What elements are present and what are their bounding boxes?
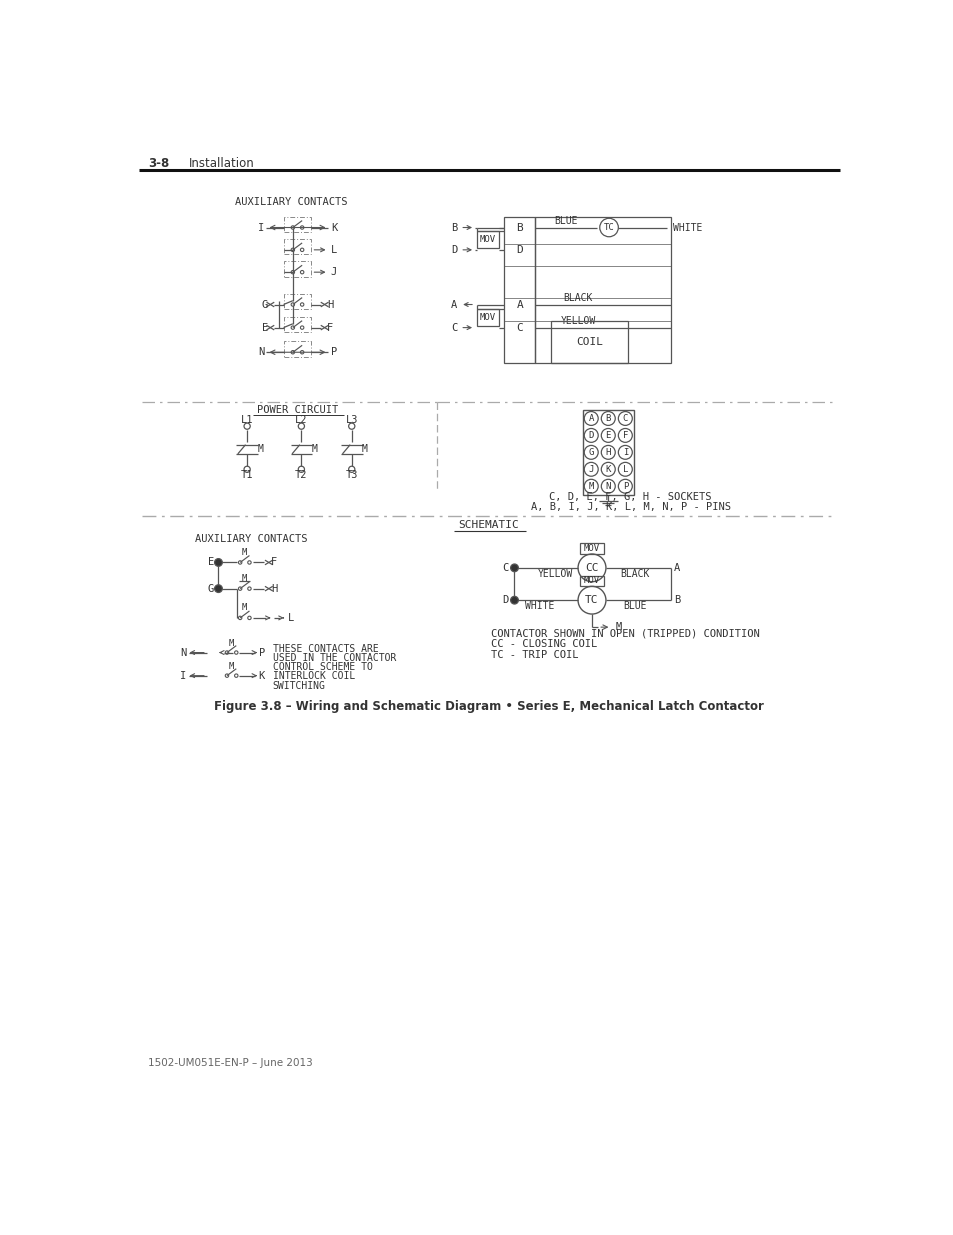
Text: Installation: Installation — [189, 157, 254, 170]
Text: M: M — [229, 638, 234, 648]
Text: P: P — [258, 647, 265, 657]
Text: BLACK: BLACK — [563, 294, 592, 304]
Text: K: K — [258, 671, 265, 680]
Text: MOV: MOV — [479, 314, 496, 322]
Text: C: C — [451, 322, 456, 332]
Text: TC: TC — [584, 595, 598, 605]
Text: YELLOW: YELLOW — [559, 316, 595, 326]
Text: F: F — [271, 557, 277, 567]
Text: F: F — [327, 322, 333, 332]
Text: A: A — [588, 414, 594, 422]
Text: I: I — [257, 222, 264, 232]
Text: 3-8: 3-8 — [148, 157, 169, 170]
Text: I: I — [180, 671, 187, 680]
Text: M: M — [615, 622, 620, 632]
Text: D: D — [588, 431, 594, 440]
Text: A: A — [451, 300, 456, 310]
Text: B: B — [451, 222, 456, 232]
Text: G: G — [588, 448, 594, 457]
Text: L3: L3 — [345, 415, 357, 425]
Text: C: C — [622, 414, 627, 422]
Text: CONTACTOR SHOWN IN OPEN (TRIPPED) CONDITION: CONTACTOR SHOWN IN OPEN (TRIPPED) CONDIT… — [491, 629, 760, 638]
Text: E: E — [208, 557, 213, 567]
Text: F: F — [622, 431, 627, 440]
Text: E: E — [605, 431, 610, 440]
Text: COIL: COIL — [576, 337, 602, 347]
Text: BLACK: BLACK — [619, 569, 649, 579]
Text: POWER CIRCUIT: POWER CIRCUIT — [256, 405, 337, 415]
Text: M: M — [257, 445, 263, 454]
Text: BLUE: BLUE — [554, 216, 578, 226]
Text: G: G — [208, 584, 213, 594]
Text: L: L — [622, 464, 627, 474]
Text: THESE CONTACTS ARE: THESE CONTACTS ARE — [273, 643, 378, 653]
Text: H: H — [327, 300, 333, 310]
Text: T2: T2 — [294, 471, 307, 480]
Text: 1502-UM051E-EN-P – June 2013: 1502-UM051E-EN-P – June 2013 — [148, 1058, 313, 1068]
Text: K: K — [331, 222, 336, 232]
Text: L2: L2 — [294, 415, 307, 425]
Text: BLUE: BLUE — [622, 601, 646, 611]
Text: CC - CLOSING COIL: CC - CLOSING COIL — [491, 638, 597, 650]
Text: L: L — [288, 613, 294, 622]
Text: SCHEMATIC: SCHEMATIC — [458, 520, 518, 531]
Text: N: N — [257, 347, 264, 357]
Circle shape — [214, 585, 222, 593]
Text: CONTROL SCHEME TO: CONTROL SCHEME TO — [273, 662, 373, 672]
Text: Figure 3.8 – Wiring and Schematic Diagram • Series E, Mechanical Latch Contactor: Figure 3.8 – Wiring and Schematic Diagra… — [213, 700, 763, 713]
Text: USED IN THE CONTACTOR: USED IN THE CONTACTOR — [273, 653, 395, 663]
Text: K: K — [605, 464, 610, 474]
Text: M: M — [361, 445, 368, 454]
Text: E: E — [261, 322, 268, 332]
Text: M: M — [588, 482, 594, 490]
Text: D: D — [451, 245, 456, 254]
Circle shape — [510, 564, 517, 572]
Text: MOV: MOV — [583, 577, 599, 585]
Text: L1: L1 — [240, 415, 253, 425]
Text: T1: T1 — [240, 471, 253, 480]
Text: I: I — [622, 448, 627, 457]
Text: C, D, E, F, G, H - SOCKETS: C, D, E, F, G, H - SOCKETS — [549, 492, 711, 501]
Text: YELLOW: YELLOW — [537, 569, 573, 579]
Text: H: H — [271, 584, 277, 594]
Circle shape — [214, 558, 222, 567]
Text: J: J — [588, 464, 594, 474]
Text: M: M — [312, 445, 317, 454]
Text: SWITCHING: SWITCHING — [273, 680, 325, 690]
Text: T3: T3 — [345, 471, 357, 480]
Text: C: C — [516, 322, 523, 332]
Text: AUXILIARY CONTACTS: AUXILIARY CONTACTS — [234, 198, 347, 207]
Text: N: N — [180, 647, 187, 657]
Text: MOV: MOV — [583, 545, 599, 553]
Text: B: B — [605, 414, 610, 422]
Text: M: M — [242, 604, 247, 613]
Text: TC - TRIP COIL: TC - TRIP COIL — [491, 650, 578, 659]
Text: B: B — [516, 222, 523, 232]
Circle shape — [510, 597, 517, 604]
Text: P: P — [622, 482, 627, 490]
Text: N: N — [605, 482, 610, 490]
Text: C: C — [501, 563, 508, 573]
Text: B: B — [674, 595, 679, 605]
Text: WHITE: WHITE — [525, 601, 555, 611]
Text: CC: CC — [584, 563, 598, 573]
Text: MOV: MOV — [479, 236, 496, 245]
Text: WHITE: WHITE — [673, 222, 702, 232]
Text: M: M — [242, 574, 247, 583]
Text: A: A — [516, 300, 523, 310]
Text: A, B, I, J, K, L, M, N, P - PINS: A, B, I, J, K, L, M, N, P - PINS — [530, 501, 730, 513]
Text: J: J — [331, 267, 336, 277]
Text: D: D — [516, 245, 523, 254]
Text: H: H — [605, 448, 610, 457]
Text: TC: TC — [603, 224, 614, 232]
Text: P: P — [331, 347, 336, 357]
Text: INTERLOCK COIL: INTERLOCK COIL — [273, 672, 355, 682]
Text: D: D — [501, 595, 508, 605]
Text: G: G — [261, 300, 268, 310]
Text: AUXILIARY CONTACTS: AUXILIARY CONTACTS — [194, 534, 307, 543]
Text: M: M — [229, 662, 234, 671]
Text: M: M — [242, 548, 247, 557]
Text: L: L — [331, 245, 336, 254]
Text: A: A — [674, 563, 679, 573]
